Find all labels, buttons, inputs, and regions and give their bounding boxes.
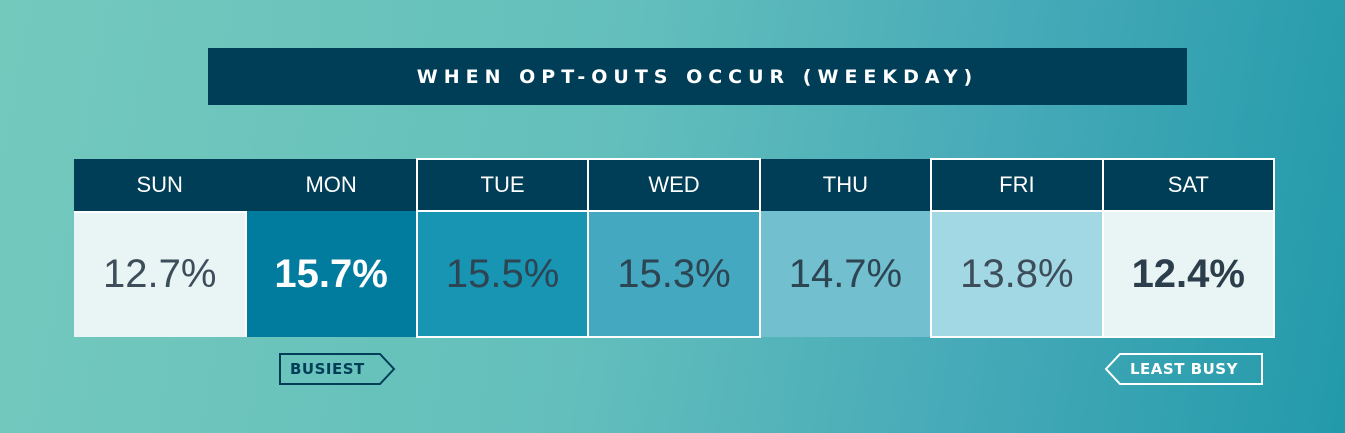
divider-tue-wed — [587, 159, 589, 337]
day-column-tue: TUE 15.5% — [416, 159, 589, 337]
divider-sun-header — [74, 211, 245, 213]
weekday-table: SUN 12.7% MON 15.7% TUE 15.5% WED 15.3% THU 14.7%… — [74, 158, 1275, 338]
day-column-mon: MON 15.7% — [245, 159, 417, 337]
least-busy-label: LEAST BUSY — [1130, 360, 1238, 378]
value-cell: 14.7% — [759, 211, 932, 337]
value-cell: 12.7% — [74, 211, 246, 337]
busiest-tag-shape — [279, 353, 396, 385]
divider-fri-sat — [1102, 159, 1104, 337]
day-column-sat: SAT 12.4% — [1102, 159, 1274, 337]
title-banner: WHEN OPT-OUTS OCCUR (WEEKDAY) — [208, 48, 1187, 105]
divider-tue-wed-header — [416, 210, 761, 212]
day-header: SAT — [1102, 159, 1274, 211]
value-cell: 15.3% — [588, 211, 760, 337]
day-header: THU — [759, 159, 932, 211]
day-column-sun: SUN 12.7% — [74, 159, 246, 337]
least-busy-tag-shape — [1104, 353, 1263, 385]
day-header: MON — [245, 159, 417, 211]
day-column-fri: FRI 13.8% — [931, 159, 1103, 337]
day-column-thu: THU 14.7% — [759, 159, 932, 337]
day-column-wed: WED 15.3% — [588, 159, 760, 337]
divider-sun-mon — [245, 211, 247, 337]
value-cell: 12.4% — [1102, 211, 1274, 337]
value-cell: 15.7% — [245, 211, 417, 337]
day-header: TUE — [416, 159, 589, 211]
divider-wed-thu — [759, 159, 761, 337]
value-cell: 13.8% — [931, 211, 1103, 337]
day-header: SUN — [74, 159, 246, 211]
day-header: WED — [588, 159, 760, 211]
value-cell: 15.5% — [416, 211, 589, 337]
busiest-label: BUSIEST — [290, 360, 365, 378]
day-header: FRI — [931, 159, 1103, 211]
chart-title: WHEN OPT-OUTS OCCUR (WEEKDAY) — [416, 65, 979, 88]
